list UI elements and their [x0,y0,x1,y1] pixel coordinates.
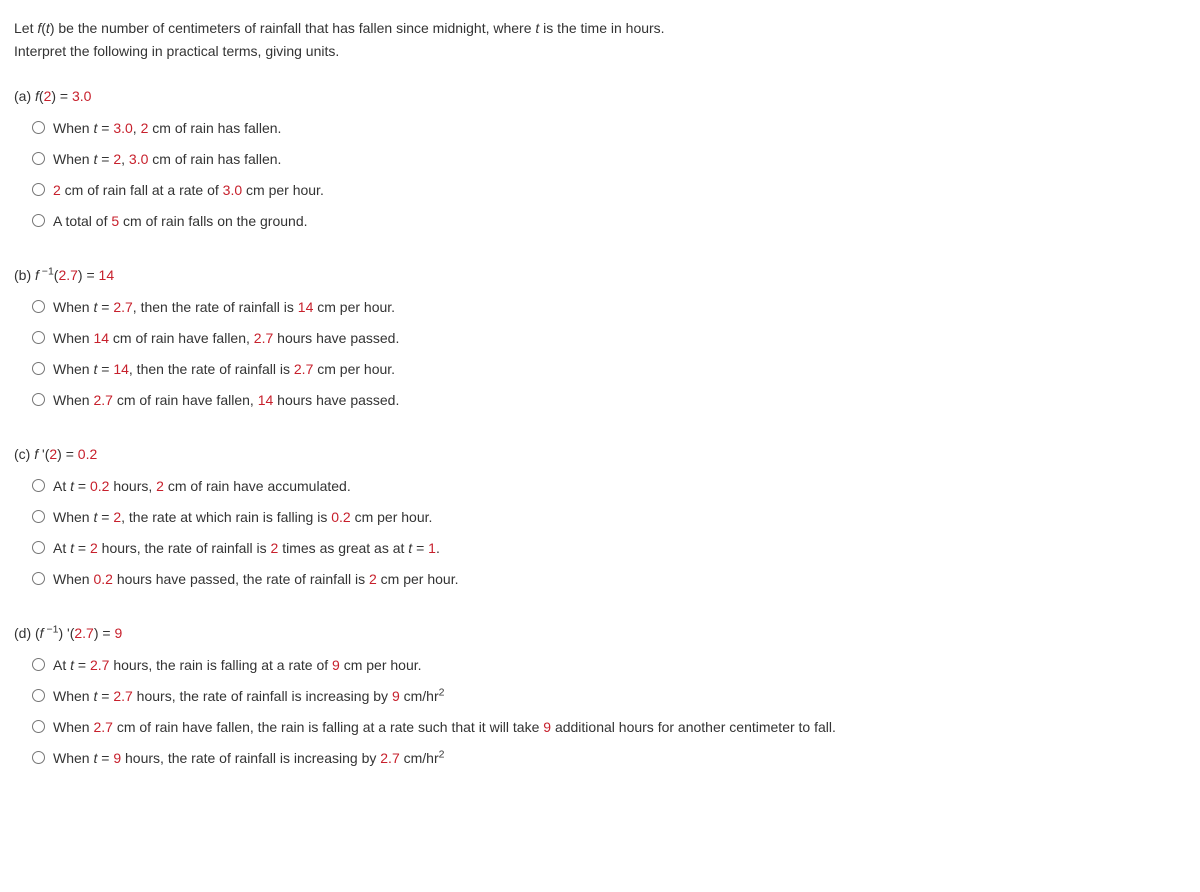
part-d-option-2[interactable]: When t = 2.7 hours, the rate of rainfall… [14,681,1186,712]
intro-line-1: Let f(t) be the number of centimeters of… [14,18,1186,39]
part-b-option-1[interactable]: When t = 2.7, then the rate of rainfall … [14,292,1186,323]
option-text: 2 cm of rain fall at a rate of 3.0 cm pe… [53,180,324,201]
radio-input[interactable] [32,300,45,313]
part-d-option-3[interactable]: When 2.7 cm of rain have fallen, the rai… [14,712,1186,743]
part-c: (c) f '(2) = 0.2 At t = 0.2 hours, 2 cm … [14,444,1186,595]
radio-input[interactable] [32,331,45,344]
radio-input[interactable] [32,393,45,406]
part-a-option-1[interactable]: When t = 3.0, 2 cm of rain has fallen. [14,113,1186,144]
part-b-prompt: (b) f −1(2.7) = 14 [14,265,1186,286]
option-text: At t = 0.2 hours, 2 cm of rain have accu… [53,476,351,497]
radio-input[interactable] [32,541,45,554]
part-a-option-2[interactable]: When t = 2, 3.0 cm of rain has fallen. [14,144,1186,175]
option-text: When 14 cm of rain have fallen, 2.7 hour… [53,328,399,349]
option-text: When t = 9 hours, the rate of rainfall i… [53,748,444,769]
option-text: When t = 2, 3.0 cm of rain has fallen. [53,149,281,170]
part-a-prompt: (a) f(2) = 3.0 [14,86,1186,107]
part-b-option-2[interactable]: When 14 cm of rain have fallen, 2.7 hour… [14,323,1186,354]
radio-input[interactable] [32,152,45,165]
part-a-option-4[interactable]: A total of 5 cm of rain falls on the gro… [14,206,1186,237]
option-text: When t = 14, then the rate of rainfall i… [53,359,395,380]
option-text: When 2.7 cm of rain have fallen, 14 hour… [53,390,399,411]
option-text: When t = 2, the rate at which rain is fa… [53,507,432,528]
radio-input[interactable] [32,362,45,375]
part-c-option-3[interactable]: At t = 2 hours, the rate of rainfall is … [14,533,1186,564]
part-a: (a) f(2) = 3.0 When t = 3.0, 2 cm of rai… [14,86,1186,237]
option-text: At t = 2.7 hours, the rain is falling at… [53,655,422,676]
part-b-option-4[interactable]: When 2.7 cm of rain have fallen, 14 hour… [14,385,1186,416]
part-c-prompt: (c) f '(2) = 0.2 [14,444,1186,465]
part-c-option-4[interactable]: When 0.2 hours have passed, the rate of … [14,564,1186,595]
part-d-prompt: (d) (f −1) '(2.7) = 9 [14,623,1186,644]
radio-input[interactable] [32,479,45,492]
intro-line-2: Interpret the following in practical ter… [14,41,1186,62]
part-d: (d) (f −1) '(2.7) = 9 At t = 2.7 hours, … [14,623,1186,774]
radio-input[interactable] [32,121,45,134]
radio-input[interactable] [32,510,45,523]
part-b: (b) f −1(2.7) = 14 When t = 2.7, then th… [14,265,1186,416]
part-d-option-1[interactable]: At t = 2.7 hours, the rain is falling at… [14,650,1186,681]
radio-input[interactable] [32,183,45,196]
option-text: When 2.7 cm of rain have fallen, the rai… [53,717,836,738]
part-c-option-2[interactable]: When t = 2, the rate at which rain is fa… [14,502,1186,533]
option-text: When 0.2 hours have passed, the rate of … [53,569,458,590]
radio-input[interactable] [32,572,45,585]
radio-input[interactable] [32,214,45,227]
part-a-option-3[interactable]: 2 cm of rain fall at a rate of 3.0 cm pe… [14,175,1186,206]
part-d-option-4[interactable]: When t = 9 hours, the rate of rainfall i… [14,743,1186,774]
radio-input[interactable] [32,751,45,764]
part-c-option-1[interactable]: At t = 0.2 hours, 2 cm of rain have accu… [14,471,1186,502]
option-text: A total of 5 cm of rain falls on the gro… [53,211,308,232]
option-text: When t = 2.7, then the rate of rainfall … [53,297,395,318]
option-text: When t = 2.7 hours, the rate of rainfall… [53,686,444,707]
radio-input[interactable] [32,689,45,702]
option-text: When t = 3.0, 2 cm of rain has fallen. [53,118,281,139]
radio-input[interactable] [32,720,45,733]
radio-input[interactable] [32,658,45,671]
option-text: At t = 2 hours, the rate of rainfall is … [53,538,440,559]
part-b-option-3[interactable]: When t = 14, then the rate of rainfall i… [14,354,1186,385]
problem-intro: Let f(t) be the number of centimeters of… [14,18,1186,62]
